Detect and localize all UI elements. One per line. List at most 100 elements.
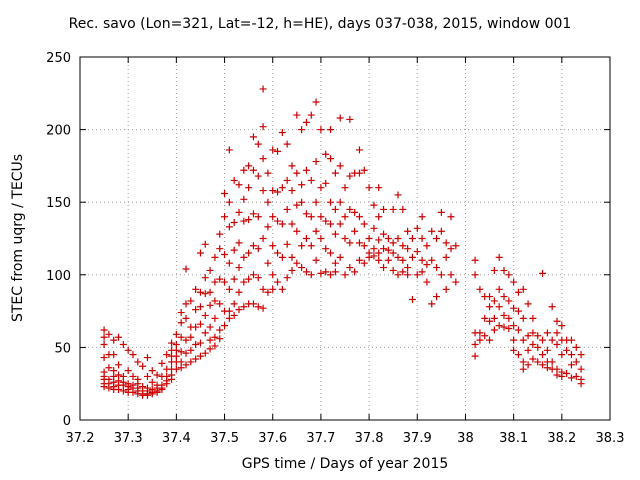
data-point — [510, 304, 518, 312]
x-tick-label: 38 — [457, 431, 474, 446]
data-point — [278, 129, 286, 137]
y-tick-label: 100 — [46, 269, 71, 284]
data-point — [317, 126, 325, 134]
data-point — [283, 176, 291, 184]
data-point — [476, 329, 484, 337]
data-point — [312, 158, 320, 166]
data-point — [534, 358, 542, 366]
data-point — [298, 198, 306, 206]
data-point — [249, 242, 257, 250]
data-point — [249, 133, 257, 141]
x-tick-label: 37.3 — [114, 431, 143, 446]
data-point — [563, 370, 571, 378]
data-point — [230, 275, 238, 283]
data-point — [539, 361, 547, 369]
data-point — [505, 314, 513, 322]
data-point — [543, 329, 551, 337]
data-point — [553, 340, 561, 348]
data-point — [235, 239, 243, 247]
data-point — [225, 198, 233, 206]
data-point — [548, 336, 556, 344]
data-point — [327, 126, 335, 134]
data-point — [490, 297, 498, 305]
data-point — [307, 242, 315, 250]
data-point — [331, 259, 339, 267]
data-point — [225, 285, 233, 293]
data-point — [302, 166, 310, 174]
data-point — [336, 198, 344, 206]
data-point — [206, 323, 214, 331]
data-point — [447, 213, 455, 221]
data-point — [163, 380, 171, 388]
data-point — [327, 155, 335, 163]
data-point — [331, 169, 339, 177]
data-point — [351, 227, 359, 235]
data-point — [100, 333, 108, 341]
data-point — [514, 326, 522, 334]
data-point — [269, 271, 277, 279]
data-point — [230, 219, 238, 227]
data-point — [269, 242, 277, 250]
data-point — [302, 268, 310, 276]
data-point — [331, 205, 339, 213]
data-point — [187, 346, 195, 354]
data-point — [254, 245, 262, 253]
data-point — [404, 264, 412, 272]
data-point — [269, 146, 277, 154]
data-point — [317, 235, 325, 242]
data-point — [254, 274, 262, 282]
data-point — [298, 126, 306, 134]
data-point — [206, 336, 214, 344]
data-point — [471, 340, 479, 348]
y-axis-ticks: 0 50 100 150 200 250 — [46, 51, 610, 429]
data-point — [274, 147, 282, 155]
x-tick-label: 38.2 — [547, 431, 576, 446]
data-point — [380, 205, 388, 213]
data-point — [182, 265, 190, 273]
data-point — [519, 285, 527, 293]
data-point — [428, 227, 436, 235]
data-point — [380, 264, 388, 272]
data-point — [293, 169, 301, 177]
data-point — [529, 355, 537, 363]
data-point — [211, 314, 219, 322]
data-point — [500, 311, 508, 319]
data-point — [235, 288, 243, 296]
data-point — [172, 330, 180, 338]
data-point — [341, 213, 349, 221]
y-tick-label: 200 — [46, 124, 71, 139]
x-tick-label: 38.1 — [499, 431, 528, 446]
data-point — [500, 293, 508, 301]
data-point — [404, 227, 412, 235]
data-point — [500, 323, 508, 331]
data-point — [481, 314, 489, 322]
data-point — [322, 245, 330, 253]
data-point — [225, 223, 233, 231]
data-point — [380, 245, 388, 253]
data-point — [384, 256, 392, 264]
data-point — [245, 162, 253, 170]
data-point — [408, 235, 416, 242]
data-point — [423, 278, 431, 286]
data-point — [293, 259, 301, 267]
data-point — [384, 246, 392, 254]
data-point — [370, 224, 378, 232]
data-point — [182, 300, 190, 308]
data-point — [524, 361, 532, 369]
data-point — [158, 359, 166, 367]
data-point — [105, 384, 113, 392]
data-point — [346, 239, 354, 247]
data-point — [543, 346, 551, 354]
data-point — [389, 249, 397, 257]
data-points — [100, 85, 585, 399]
data-point — [327, 220, 335, 228]
data-point — [245, 184, 253, 192]
data-point — [177, 348, 185, 356]
data-point — [201, 349, 209, 357]
y-tick-label: 0 — [63, 414, 71, 429]
data-point — [351, 208, 359, 216]
data-point — [307, 213, 315, 221]
data-point — [182, 314, 190, 322]
data-point — [495, 322, 503, 330]
